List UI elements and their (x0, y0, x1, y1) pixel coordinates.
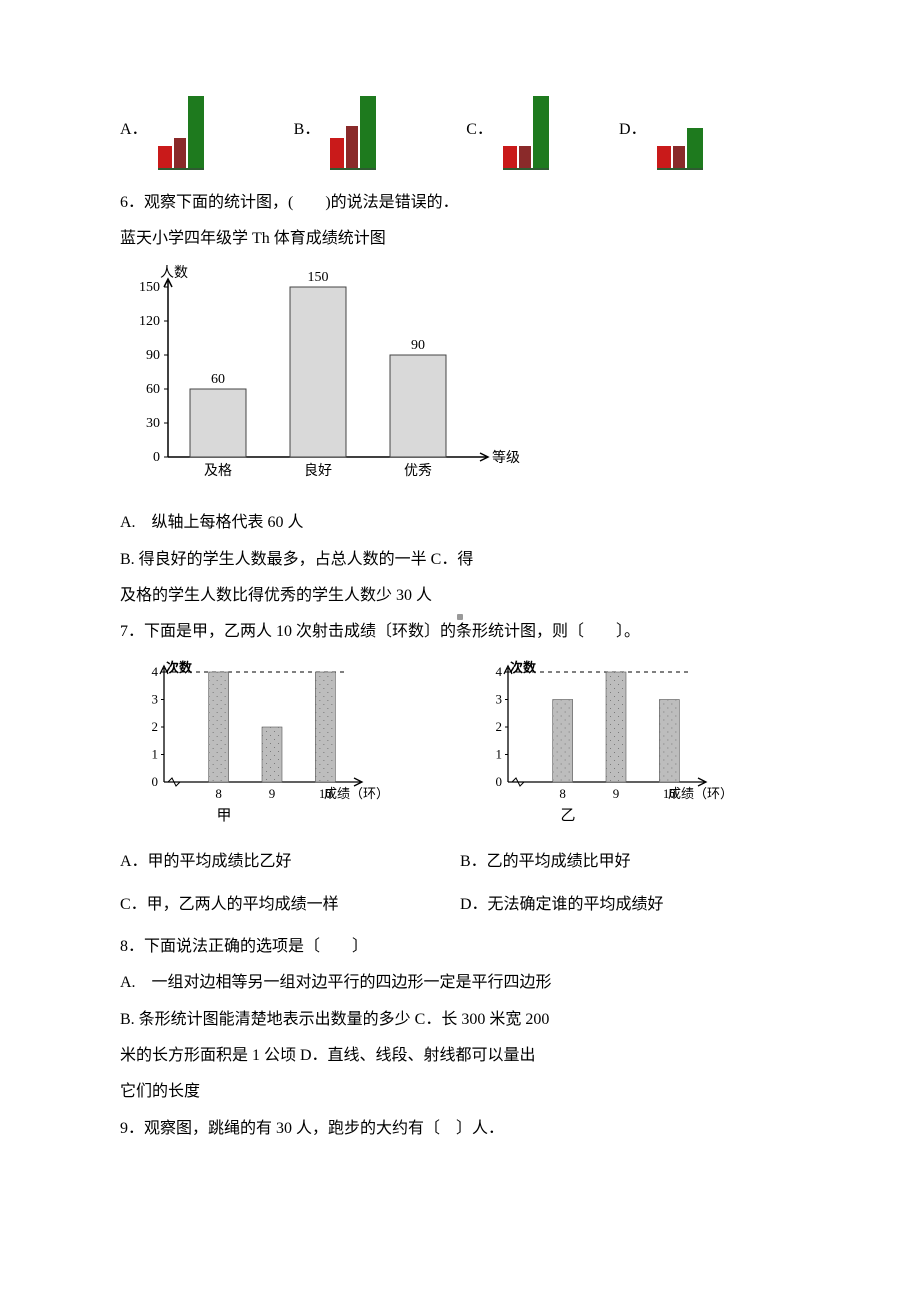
mini-bar-chart-C (503, 90, 549, 170)
q6-bar-chart: 0306090120150人数等级60及格150良好90优秀 (124, 263, 800, 498)
svg-text:8: 8 (559, 786, 566, 801)
q6-option-B: B. 得良好的学生人数最多，占总人数的一半 C．得 (120, 545, 800, 575)
svg-text:10: 10 (319, 786, 332, 801)
q7-option-A: A．甲的平均成绩比乙好 (120, 847, 460, 877)
q8-option-D-cont: 它们的长度 (120, 1077, 800, 1107)
q7-option-C: C．甲，乙两人的平均成绩一样 (120, 890, 460, 920)
svg-text:及格: 及格 (204, 463, 232, 479)
q7-chart-jia: 0 1 2 3 4 次数成绩（环） 8 9 10 甲 (130, 658, 414, 837)
svg-text:良好: 良好 (304, 463, 332, 479)
q6-option-C-cont: 及格的学生人数比得优秀的学生人数少 30 人 (120, 581, 800, 611)
svg-text:乙: 乙 (560, 808, 575, 824)
svg-text:0: 0 (153, 450, 160, 465)
svg-text:3: 3 (152, 691, 159, 706)
svg-text:成绩（环）: 成绩（环） (324, 786, 389, 801)
svg-text:8: 8 (215, 786, 222, 801)
q5-option-B: B． (294, 90, 377, 170)
page: A． B． C． D． 6．观察下面的统计图，( )的说法是错误的． 蓝天小学四… (120, 90, 800, 1144)
svg-text:1: 1 (496, 746, 503, 761)
svg-text:0: 0 (496, 774, 503, 789)
svg-text:90: 90 (411, 338, 425, 353)
q5-option-C: C． (466, 90, 549, 170)
q5-option-D: D． (619, 90, 703, 170)
mini-bar-chart-B (330, 90, 376, 170)
svg-text:150: 150 (308, 270, 329, 285)
q6-stem: 6．观察下面的统计图，( )的说法是错误的． (120, 188, 800, 218)
q6-chart-title: 蓝天小学四年级学 Th 体育成绩统计图 (120, 224, 800, 254)
svg-text:1: 1 (152, 746, 159, 761)
q7-stem: 7．下面是甲，乙两人 10 次射击成绩〔环数〕的条形统计图，则〔 〕。 (120, 617, 800, 647)
q8-option-A: A. 一组对边相等另一组对边平行的四边形一定是平行四边形 (120, 968, 800, 998)
q9-stem: 9．观察图，跳绳的有 30 人，跑步的大约有〔 〕人． (120, 1114, 800, 1144)
svg-text:成绩（环）: 成绩（环） (668, 786, 733, 801)
option-label-A: A． (120, 115, 148, 145)
svg-text:9: 9 (613, 786, 620, 801)
q8-stem: 8．下面说法正确的选项是〔 〕 (120, 932, 800, 962)
option-label-B: B． (294, 115, 321, 145)
q7-chart-yi: 0 1 2 3 4 次数成绩（环） 8 9 10 乙 (474, 658, 758, 837)
svg-text:人数: 人数 (160, 265, 188, 281)
svg-text:3: 3 (496, 691, 503, 706)
option-label-C: C． (466, 115, 493, 145)
svg-text:4: 4 (496, 664, 503, 679)
svg-text:90: 90 (146, 348, 160, 363)
q5-options-row: A． B． C． D． (120, 90, 800, 170)
svg-text:优秀: 优秀 (404, 463, 432, 479)
svg-text:0: 0 (152, 774, 159, 789)
mini-bar-chart-D (657, 90, 703, 170)
svg-text:120: 120 (139, 314, 160, 329)
svg-text:次数: 次数 (510, 660, 537, 675)
svg-text:60: 60 (211, 372, 225, 387)
q5-option-A: A． (120, 90, 204, 170)
q8-option-B: B. 条形统计图能清楚地表示出数量的多少 C．长 300 米宽 200 (120, 1005, 800, 1035)
svg-text:甲: 甲 (216, 808, 231, 824)
q8-option-C-cont: 米的长方形面积是 1 公顷 D．直线、线段、射线都可以量出 (120, 1041, 800, 1071)
option-label-D: D． (619, 115, 647, 145)
svg-text:10: 10 (663, 786, 676, 801)
q7-option-D: D．无法确定谁的平均成绩好 (460, 890, 800, 920)
q6-option-A: A. 纵轴上每格代表 60 人 (120, 508, 800, 538)
q7-charts-row: 0 1 2 3 4 次数成绩（环） 8 9 10 甲 0 1 2 3 4 次数成绩（环） 8 9 10 乙 (130, 658, 800, 837)
mini-bar-chart-A (158, 90, 204, 170)
svg-text:2: 2 (152, 719, 159, 734)
svg-text:9: 9 (269, 786, 276, 801)
svg-text:4: 4 (152, 664, 159, 679)
q7-option-B: B．乙的平均成绩比甲好 (460, 847, 800, 877)
svg-text:60: 60 (146, 382, 160, 397)
svg-text:30: 30 (146, 416, 160, 431)
svg-text:150: 150 (139, 280, 160, 295)
svg-text:次数: 次数 (166, 660, 193, 675)
center-marker-icon (457, 614, 463, 620)
svg-text:2: 2 (496, 719, 503, 734)
svg-text:等级: 等级 (492, 449, 520, 466)
